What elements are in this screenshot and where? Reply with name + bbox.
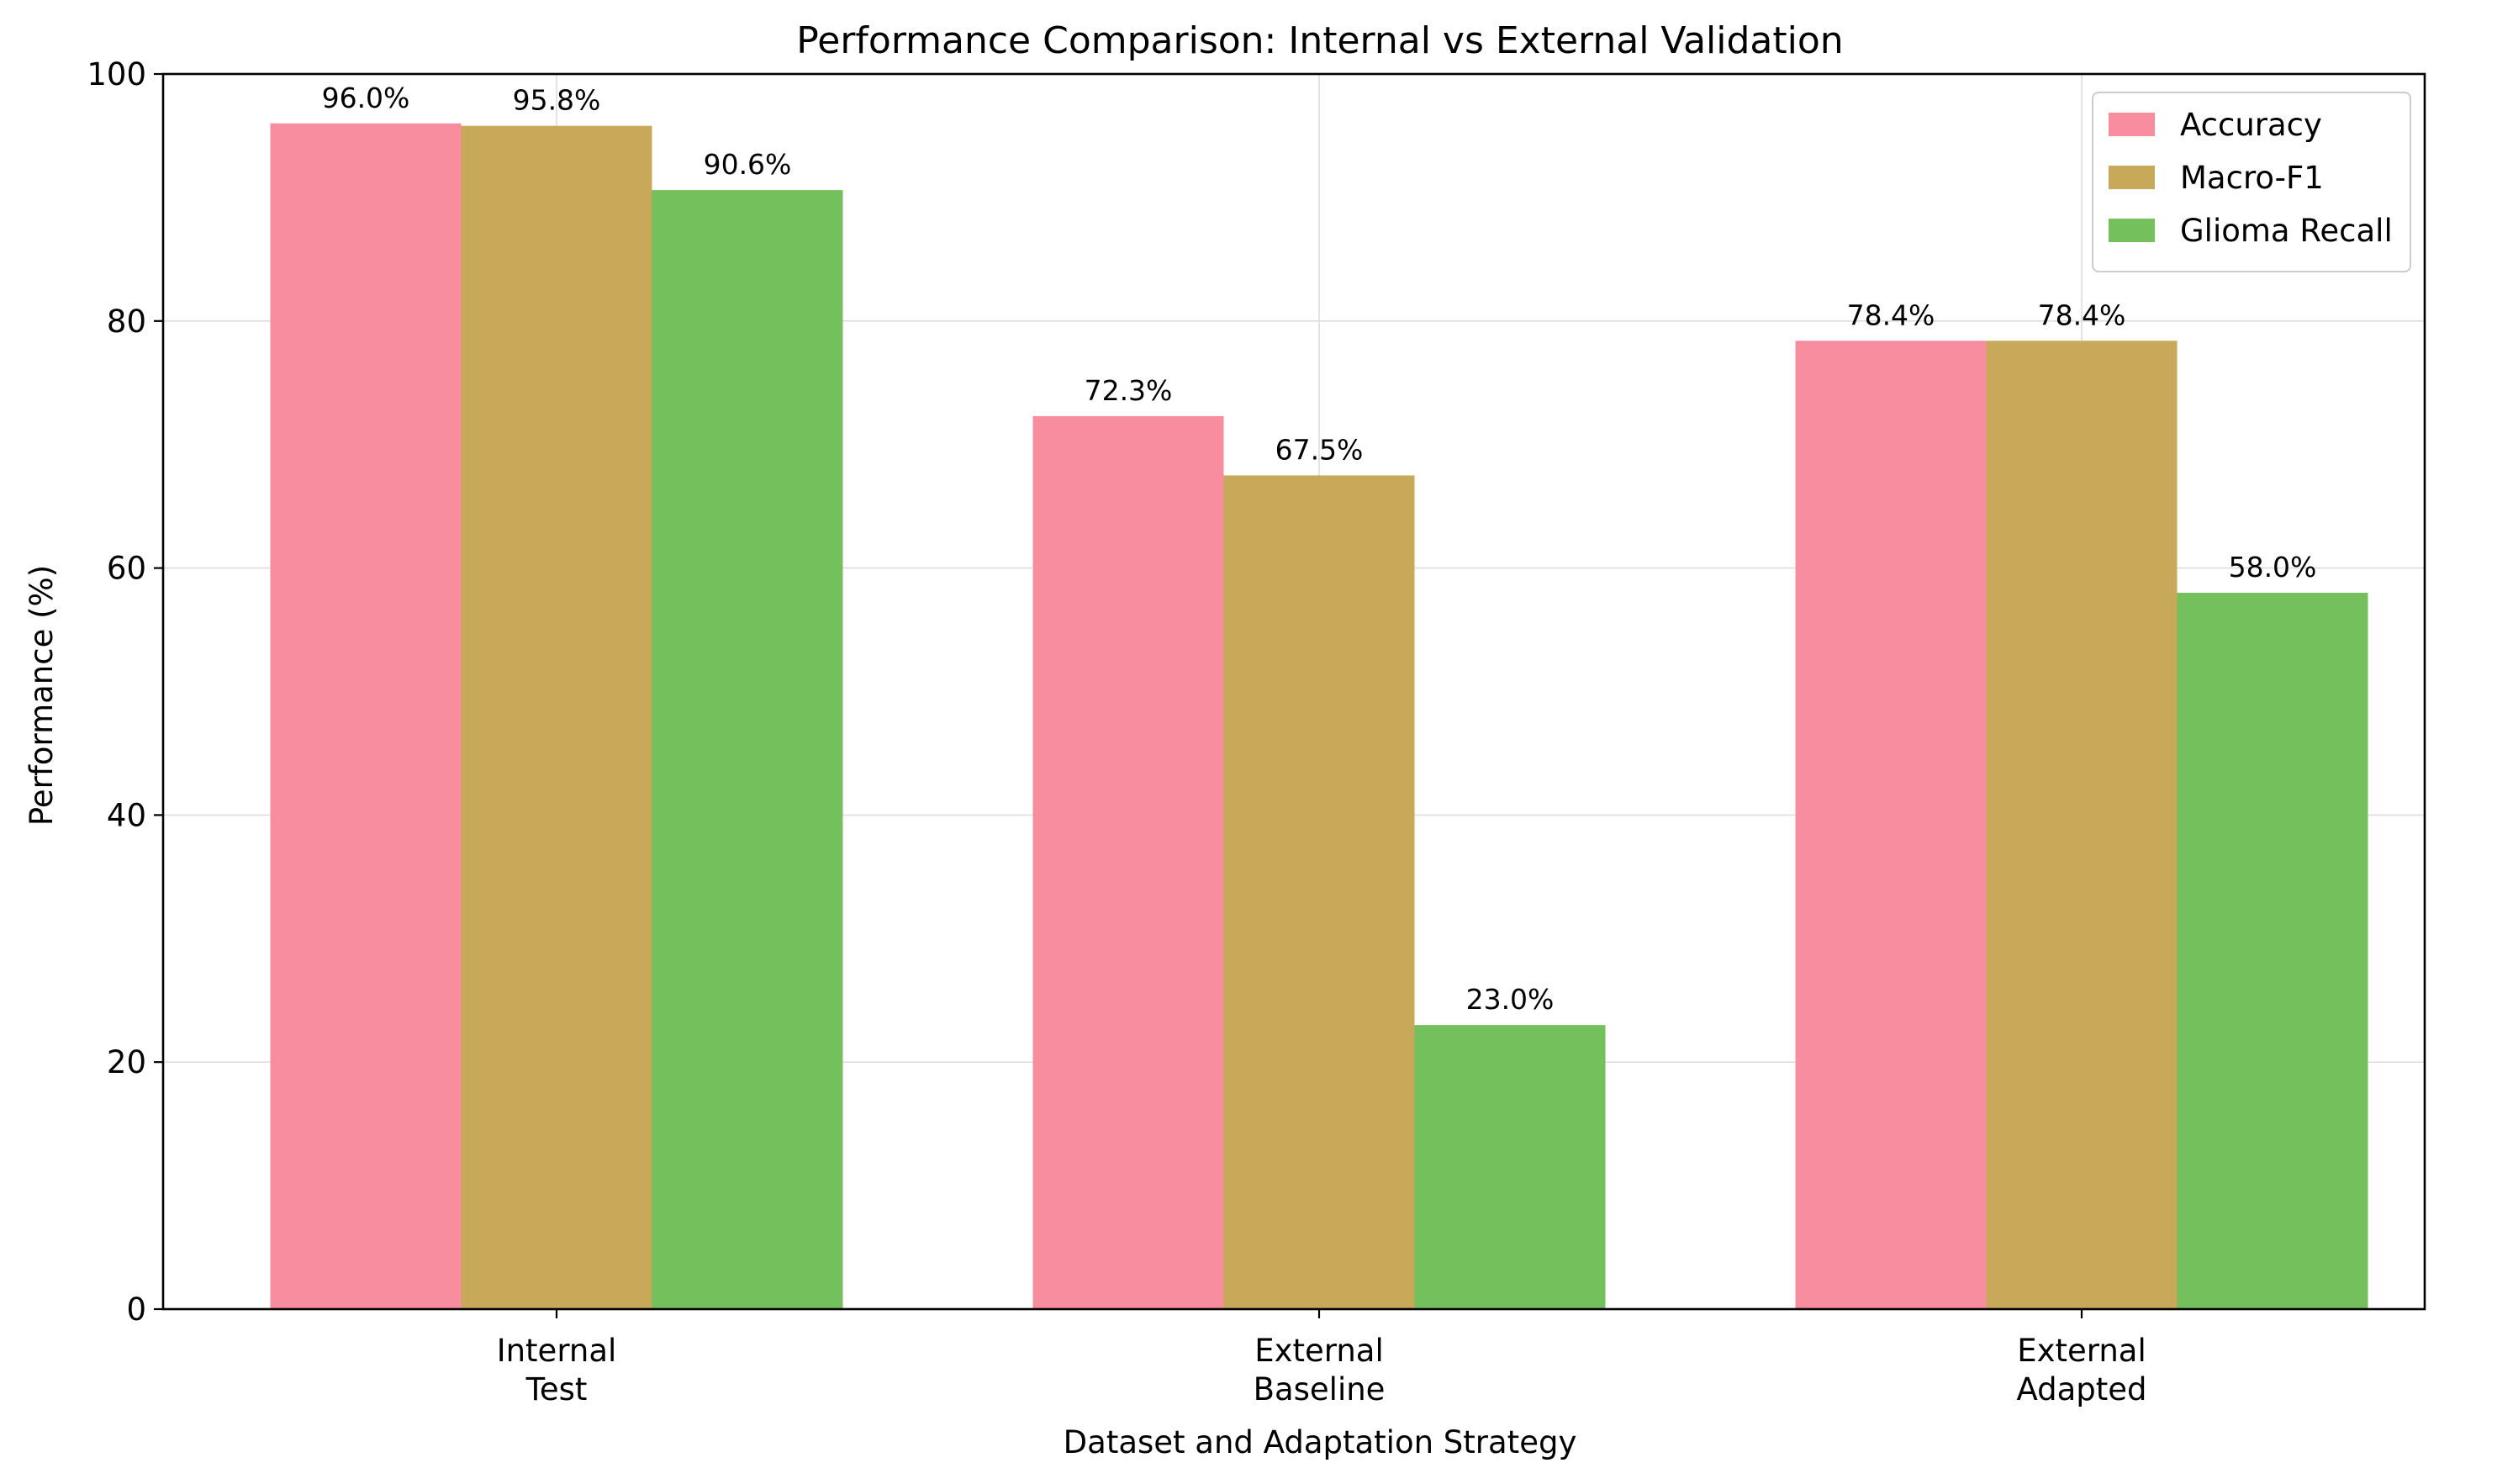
legend-label: Macro-F1 (2180, 160, 2324, 196)
legend-swatch (2109, 219, 2155, 242)
chart-title: Performance Comparison: Internal vs Exte… (796, 19, 1843, 62)
x-axis-ticks: Internal Test External Baseline External Adap… (497, 1309, 2147, 1407)
bar (1223, 475, 1415, 1309)
bar-value-label: 58.0% (2229, 551, 2317, 584)
legend-label: Glioma Recall (2180, 213, 2393, 249)
bar-value-label: 78.4% (1847, 298, 1935, 331)
bar-value-label: 96.0% (322, 82, 410, 114)
legend-swatch (2109, 113, 2155, 136)
bar-value-label: 23.0% (1466, 983, 1555, 1016)
x-tick-label: External Baseline (1254, 1333, 1386, 1407)
bar (461, 125, 652, 1309)
x-axis-label: Dataset and Adaptation Strategy (1064, 1424, 1577, 1460)
bars (270, 123, 2368, 1310)
data-labels: 96.0% 72.3% 78.4% 95.8% 67.5% 78.4% 90.6% 23.0%… (322, 82, 2317, 1016)
y-axis-label: Performance (%) (24, 565, 60, 826)
bar (1414, 1025, 1606, 1309)
bar (1795, 341, 1987, 1310)
legend: Accuracy Macro-F1 Glioma Recall (2092, 92, 2411, 272)
bar-value-label: 90.6% (704, 148, 792, 181)
y-tick-label: 100 (87, 56, 146, 92)
bar (652, 190, 843, 1310)
y-tick-label: 0 (126, 1291, 146, 1328)
y-tick-label: 60 (107, 551, 146, 587)
bar-value-label: 67.5% (1275, 433, 1364, 466)
bar (1986, 341, 2178, 1310)
plot-area-frame (161, 72, 2426, 1311)
bar (2177, 592, 2368, 1309)
bar-value-label: 95.8% (513, 84, 601, 117)
bar-value-label: 78.4% (2038, 298, 2126, 331)
bar-value-label: 72.3% (1085, 374, 1173, 407)
legend-swatch (2109, 166, 2155, 189)
x-tick-label: External Adapted (2016, 1333, 2146, 1407)
y-tick-label: 80 (107, 304, 146, 340)
x-tick-label: Internal Test (497, 1333, 617, 1407)
bar (270, 123, 462, 1309)
y-tick-label: 20 (107, 1044, 146, 1080)
y-axis-ticks: 0 20 40 60 80 100 (87, 56, 163, 1328)
y-tick-label: 40 (107, 797, 146, 833)
legend-box (2092, 92, 2411, 272)
bar (1032, 415, 1224, 1310)
legend-label: Accuracy (2180, 107, 2322, 143)
